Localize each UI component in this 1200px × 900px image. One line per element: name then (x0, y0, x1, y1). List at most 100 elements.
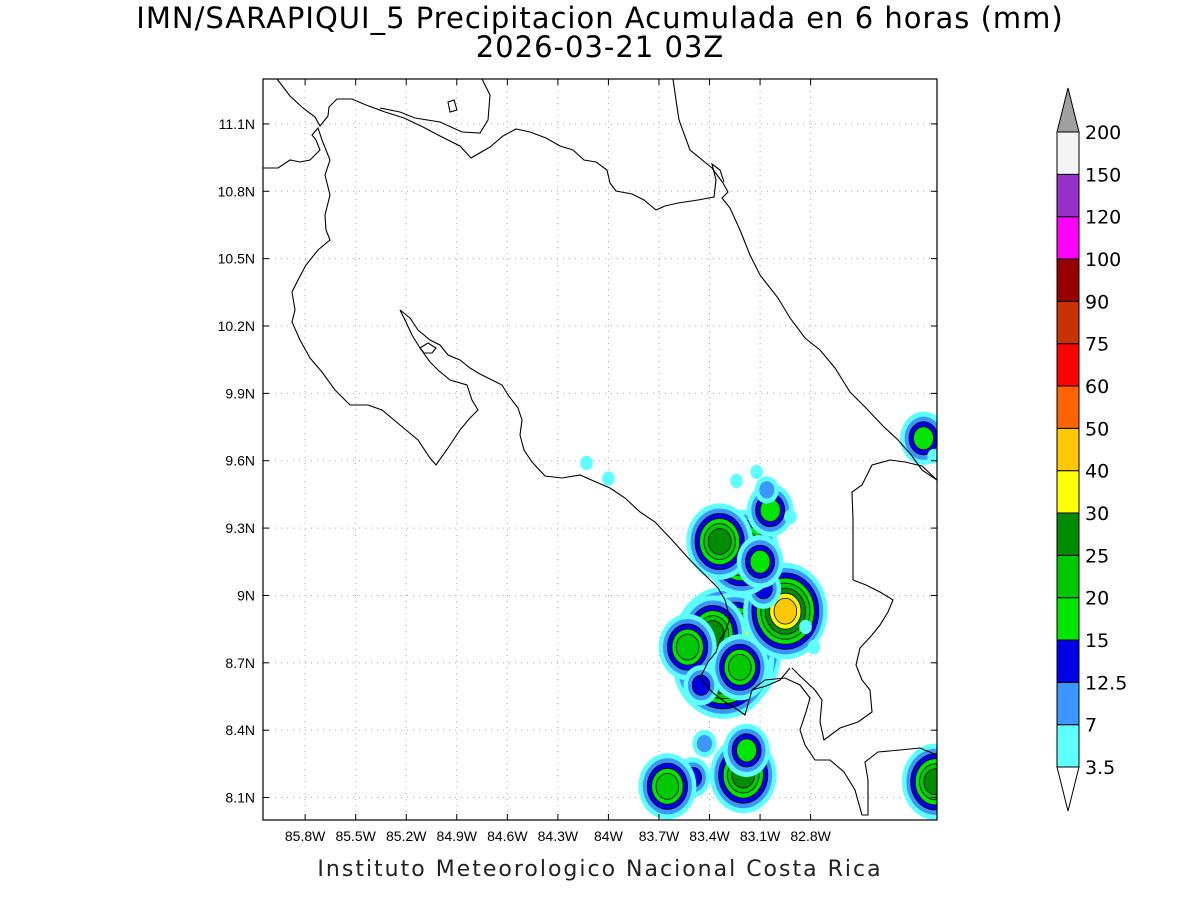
x-tick-label: 84W (594, 828, 624, 844)
x-tick-label: 85.8W (285, 828, 326, 844)
precip-contour-line (745, 544, 775, 579)
precip-cell (736, 535, 784, 589)
precip-contour (580, 455, 593, 471)
x-tick-label: 85.5W (335, 828, 376, 844)
precip-cell (710, 634, 769, 701)
precip-contour-line (914, 758, 937, 806)
precip-contour (799, 619, 812, 635)
precip-cell (580, 455, 593, 471)
precip-contour-line (675, 633, 700, 661)
colorbar-swatch (1056, 681, 1080, 726)
colorbar-swatch (1056, 258, 1080, 302)
precip-cell (602, 471, 615, 486)
precip-contour-line (667, 623, 709, 671)
precip-contour-line (751, 572, 820, 650)
precip-contour (708, 528, 731, 555)
precip-cell (730, 473, 743, 489)
precip-cell (658, 613, 717, 681)
colorbar-swatch (1056, 343, 1080, 387)
colorbar: 3.5 7 12.5 15 20 25 30 40 50 60 75 90 100 120 150 200 (1056, 87, 1127, 812)
map-background (263, 79, 937, 820)
x-tick-label: 82.8W (790, 828, 831, 844)
precip-contour-line (728, 653, 752, 681)
coastline-caribbean (672, 79, 937, 481)
precip-cell (927, 449, 937, 464)
colorbar-label: 3.5 (1085, 757, 1115, 779)
precip-contour-line (913, 426, 935, 451)
colorbar-label: 60 (1085, 376, 1109, 398)
colorbar-swatch (1056, 173, 1080, 218)
x-tick-label: 84.9W (437, 828, 478, 844)
colorbar-label: 100 (1085, 249, 1121, 271)
precip-contour (656, 773, 679, 800)
x-tick-label: 83.7W (639, 828, 680, 844)
y-tick-label: 10.2N (218, 318, 255, 334)
precip-contour (923, 768, 937, 795)
precip-contour-line (764, 587, 806, 635)
precip-contour-line (707, 528, 732, 555)
map-title: IMN/SARAPIQUI_5 Precipitacion Acumulada … (136, 1, 1064, 35)
precip-contour (760, 498, 781, 522)
precip-contour-line (749, 549, 771, 574)
colorbar-swatch (1056, 512, 1080, 556)
coastline-lake-nicaragua-shore (379, 79, 491, 134)
colorbar-swatch (1056, 724, 1080, 768)
colorbar-label: 50 (1085, 418, 1109, 440)
colorbar-label: 30 (1085, 503, 1109, 525)
precip-contour-line (919, 763, 937, 801)
island-lake-north (447, 99, 458, 113)
coastline-north-nicaragua (276, 79, 725, 211)
precip-contour (784, 509, 797, 525)
precip-contour (913, 426, 934, 450)
colorbar-label: 40 (1085, 461, 1109, 483)
y-tick-label: 8.7N (225, 655, 255, 671)
precip-contour-line (908, 421, 937, 456)
colorbar-label: 120 (1085, 207, 1121, 229)
axis-ticks: 85.8W 85.5W 85.2W 84.9W 84.6W 84.3W 84W 83.7W 83… (218, 79, 937, 844)
coastline-pacific (263, 126, 937, 816)
precip-cell (900, 411, 937, 465)
precip-contour-line (773, 597, 798, 625)
precip-cell (723, 723, 770, 778)
coastline-panama-border-north (851, 459, 937, 580)
colorbar-label: 90 (1085, 291, 1109, 313)
island-chira (419, 342, 437, 354)
y-tick-label: 9.6N (225, 453, 255, 469)
precip-contour (692, 675, 710, 696)
y-tick-label: 8.1N (225, 790, 255, 806)
precip-cell (754, 476, 779, 504)
precip-contour (774, 598, 797, 625)
precip-contour-line (651, 767, 684, 805)
y-tick-label: 10.8N (218, 183, 255, 199)
y-tick-label: 11.1N (219, 116, 255, 132)
precip-contour (759, 481, 775, 499)
colorbar-swatch (1056, 385, 1080, 429)
colorbar-label: 20 (1085, 588, 1109, 610)
colorbar-swatch (1056, 639, 1080, 683)
colorbar-swatch (1056, 131, 1080, 175)
precip-contour (736, 738, 757, 762)
precip-contour-line (699, 518, 741, 566)
precip-contour-line (723, 648, 757, 686)
precip-contour-line (703, 523, 736, 560)
precip-cell (692, 729, 717, 758)
coastline-layer (263, 79, 937, 816)
precip-contour-line (731, 733, 762, 768)
precip-contour-line (760, 582, 811, 640)
precip-contour (730, 473, 743, 489)
colorbar-swatch (1056, 216, 1080, 260)
precip-contour (696, 735, 713, 753)
y-tick-label: 8.4N (225, 722, 255, 738)
precip-contour-line (923, 768, 937, 796)
map-valid-time: 2026-03-21 03Z (475, 30, 725, 64)
colorbar-label: 12.5 (1085, 672, 1127, 694)
y-tick-label: 9.9N (225, 385, 255, 401)
precip-contour (807, 639, 821, 655)
precip-contour (927, 449, 937, 464)
coastline-golfo-dulce (791, 579, 894, 741)
precip-contour-line (755, 577, 815, 645)
precip-cell (807, 639, 821, 655)
x-tick-label: 84.6W (487, 828, 528, 844)
precip-cell (750, 464, 764, 480)
